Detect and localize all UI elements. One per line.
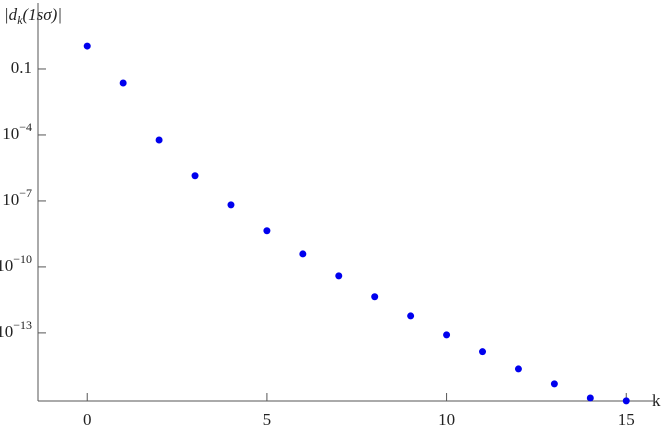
- y-tick-label: 10−10: [0, 252, 32, 275]
- point: [299, 250, 307, 258]
- point: [586, 394, 594, 402]
- point: [263, 227, 271, 235]
- point: [550, 380, 558, 388]
- x-tick-label: 15: [618, 410, 635, 429]
- point: [83, 42, 91, 50]
- point: [119, 79, 127, 87]
- x-tick-label: 0: [83, 410, 92, 429]
- point: [514, 365, 522, 373]
- y-tick-label: 0.1: [11, 58, 32, 77]
- point: [191, 172, 199, 180]
- point: [479, 348, 487, 356]
- x-axis-label: k: [652, 391, 661, 410]
- point: [443, 331, 451, 339]
- point: [371, 293, 379, 301]
- y-tick-label: 10−13: [0, 318, 32, 341]
- y-tick-label: 10−7: [2, 186, 32, 209]
- x-tick-label: 5: [263, 410, 272, 429]
- point: [227, 201, 235, 209]
- point: [622, 397, 630, 405]
- point: [335, 272, 343, 280]
- point: [155, 136, 163, 144]
- point: [407, 312, 415, 320]
- x-tick-label: 10: [438, 410, 455, 429]
- y-axis-label: |dk(1sσ)|: [4, 5, 62, 27]
- y-tick-label: 10−4: [2, 120, 32, 143]
